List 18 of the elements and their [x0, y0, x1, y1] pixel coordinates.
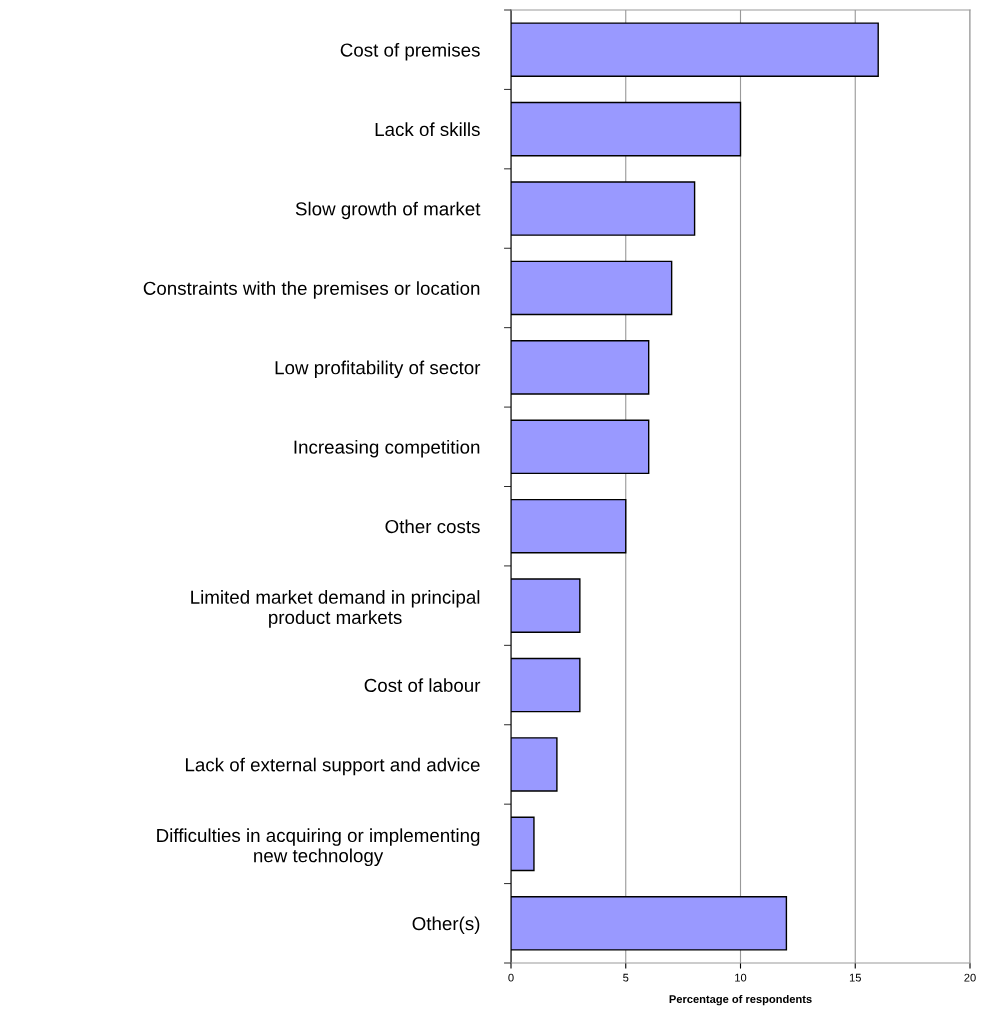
y-tick-label: Lack of external support and advice — [185, 757, 480, 776]
y-tick-label: Increasing competition — [294, 440, 480, 458]
x-axis-title: Percentage of respondents — [669, 994, 812, 1006]
y-tick-label: Constraints with the premises or location — [143, 281, 480, 299]
y-tick-label: Cost of labour — [364, 678, 481, 693]
y-tick-label: Cost of premises — [340, 42, 480, 61]
y-tick-label: Other(s) — [412, 916, 480, 934]
y-tick-label: Slow growth of market — [295, 201, 481, 220]
x-tick-label: 5 — [623, 973, 629, 982]
x-tick-label: 20 — [964, 973, 976, 982]
x-tick-label: 15 — [849, 973, 861, 982]
y-tick-label: Lack of skills — [375, 122, 480, 137]
x-tick-label: 0 — [508, 973, 514, 982]
y-tick-label: Difficulties in acquiring or implementing new technology — [157, 828, 480, 867]
y-tick-label: Low profitability of sector — [275, 360, 481, 379]
y-tick-label: Limited market demand in principal product markets — [191, 590, 480, 628]
y-tick-label: Other costs — [385, 519, 480, 534]
x-tick-label: 10 — [735, 973, 747, 982]
